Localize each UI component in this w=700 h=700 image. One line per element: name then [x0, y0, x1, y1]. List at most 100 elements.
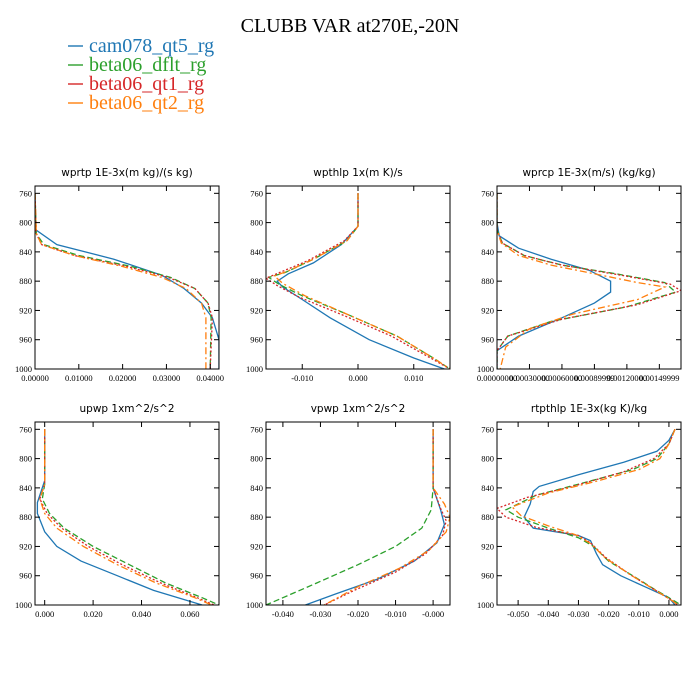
panel-title: wprcp 1E-3x(m/s) (kg/kg): [522, 167, 655, 179]
y-tick-label: 760: [250, 424, 263, 434]
x-tick-label: 0.04000: [196, 373, 224, 383]
series-line-beta06_dflt_rg: [497, 193, 677, 369]
y-tick-label: 880: [481, 512, 494, 522]
y-tick-label: 920: [481, 305, 494, 315]
series-line-beta06_qt2_rg: [510, 429, 679, 605]
y-tick-label: 760: [19, 188, 32, 198]
legend-label-beta06_qt2_rg: beta06_qt2_rg: [89, 92, 204, 114]
y-tick-label: 760: [481, 424, 494, 434]
y-tick-label: 800: [250, 218, 263, 228]
y-tick-label: 840: [250, 247, 263, 257]
y-tick-label: 960: [481, 335, 494, 345]
panel-title: vpwp 1xm^2/s^2: [311, 403, 406, 415]
legend: cam078_qt5_rgbeta06_dflt_rgbeta06_qt1_rg…: [68, 35, 214, 114]
series-line-beta06_qt2_rg: [273, 193, 450, 369]
y-tick-label: 840: [250, 483, 263, 493]
series-line-beta06_dflt_rg: [267, 193, 450, 369]
x-tick-label: 0.00149999: [639, 373, 679, 383]
y-tick-label: 880: [250, 512, 263, 522]
series-line-beta06_dflt_rg: [504, 429, 681, 605]
y-tick-label: 960: [250, 571, 263, 581]
series-line-cam078_qt5_rg: [497, 193, 612, 369]
panel-title: upwp 1xm^2/s^2: [80, 403, 175, 415]
y-tick-label: 960: [481, 571, 494, 581]
panel-5: vpwp 1xm^2/s^2 760 800 840 880 920 960 1000 -0.0…: [246, 403, 451, 619]
series-line-beta06_qt1_rg: [39, 429, 215, 605]
series-line-beta06_qt2_rg: [35, 193, 207, 369]
panel-frame: [496, 185, 682, 370]
y-tick-label: 920: [19, 541, 32, 551]
x-tick-label: 0.020: [84, 609, 103, 619]
y-tick-label: 1000: [246, 600, 263, 610]
x-tick-label: -0.050: [507, 609, 529, 619]
y-tick-label: 880: [250, 276, 263, 286]
x-tick-label: 0.00089999: [574, 373, 614, 383]
x-tick-label: -0.030: [567, 609, 589, 619]
y-tick-label: 920: [19, 305, 32, 315]
x-tick-label: 0.000: [659, 609, 678, 619]
series-line-cam078_qt5_rg: [36, 429, 203, 605]
series-line-beta06_qt1_rg: [35, 193, 214, 369]
legend-label-beta06_dflt_rg: beta06_dflt_rg: [89, 54, 206, 76]
x-tick-label: 0.00060000: [542, 373, 582, 383]
y-tick-label: 1000: [477, 600, 494, 610]
x-tick-label: 0.00000000: [477, 373, 517, 383]
x-tick-label: -0.000: [422, 609, 444, 619]
y-tick-label: 800: [19, 218, 32, 228]
panel-3: wprcp 1E-3x(m/s) (kg/kg) 760 800 840 880 920 9…: [477, 167, 682, 383]
figure-title: CLUBB VAR at270E,-20N: [241, 15, 460, 37]
panel-frame: [34, 185, 220, 370]
y-tick-label: 1000: [477, 364, 494, 374]
panel-frame: [496, 421, 682, 606]
panel-4: upwp 1xm^2/s^2 760 800 840 880 920 960 10000.00…: [15, 403, 220, 619]
series-line-beta06_qt1_rg: [497, 429, 679, 605]
x-tick-label: -0.020: [347, 609, 369, 619]
y-tick-label: 840: [19, 483, 32, 493]
y-tick-label: 880: [481, 276, 494, 286]
y-tick-label: 840: [481, 247, 494, 257]
y-tick-label: 760: [481, 188, 494, 198]
x-tick-label: 0.000: [348, 373, 367, 383]
panel-title: rtpthlp 1E-3x(kg K)/kg: [531, 403, 647, 415]
x-tick-label: 0.03000: [153, 373, 181, 383]
y-tick-label: 840: [481, 483, 494, 493]
y-tick-label: 960: [19, 571, 32, 581]
x-tick-label: 0.00000: [21, 373, 49, 383]
series-line-cam078_qt5_rg: [35, 193, 219, 369]
y-tick-label: 880: [19, 276, 32, 286]
series-line-beta06_dflt_rg: [35, 193, 212, 369]
y-tick-label: 1000: [15, 364, 32, 374]
y-tick-label: 840: [19, 247, 32, 257]
x-tick-label: -0.040: [272, 609, 294, 619]
legend-label-cam078_qt5_rg: cam078_qt5_rg: [89, 35, 214, 57]
panel-frame: [265, 421, 451, 606]
x-tick-label: 0.02000: [109, 373, 137, 383]
x-tick-label: 0.040: [132, 609, 151, 619]
x-tick-label: 0.01000: [65, 373, 93, 383]
series-line-beta06_qt2_rg: [497, 193, 668, 369]
x-tick-label: 0.00030000: [509, 373, 549, 383]
series-line-beta06_qt1_rg: [266, 193, 450, 369]
y-tick-label: 960: [250, 335, 263, 345]
y-tick-label: 960: [19, 335, 32, 345]
x-tick-label: 0.00120000: [607, 373, 647, 383]
chart-panels: wprtp 1E-3x(m kg)/(s kg) 760 800 840 880 920 9…: [15, 167, 682, 619]
y-tick-label: 760: [250, 188, 263, 198]
x-tick-label: -0.030: [309, 609, 331, 619]
y-tick-label: 920: [250, 541, 263, 551]
series-line-beta06_qt2_rg: [323, 429, 450, 605]
y-tick-label: 800: [250, 454, 263, 464]
y-tick-label: 880: [19, 512, 32, 522]
x-tick-label: 0.010: [404, 373, 423, 383]
y-tick-label: 920: [481, 541, 494, 551]
x-tick-label: -0.020: [598, 609, 620, 619]
y-tick-label: 1000: [15, 600, 32, 610]
panel-title: wprtp 1E-3x(m kg)/(s kg): [61, 167, 192, 179]
series-line-beta06_qt2_rg: [39, 429, 212, 605]
x-tick-label: -0.010: [291, 373, 313, 383]
x-tick-label: -0.010: [628, 609, 650, 619]
x-tick-label: 0.060: [180, 609, 199, 619]
y-tick-label: 800: [19, 454, 32, 464]
series-line-cam078_qt5_rg: [276, 193, 445, 369]
